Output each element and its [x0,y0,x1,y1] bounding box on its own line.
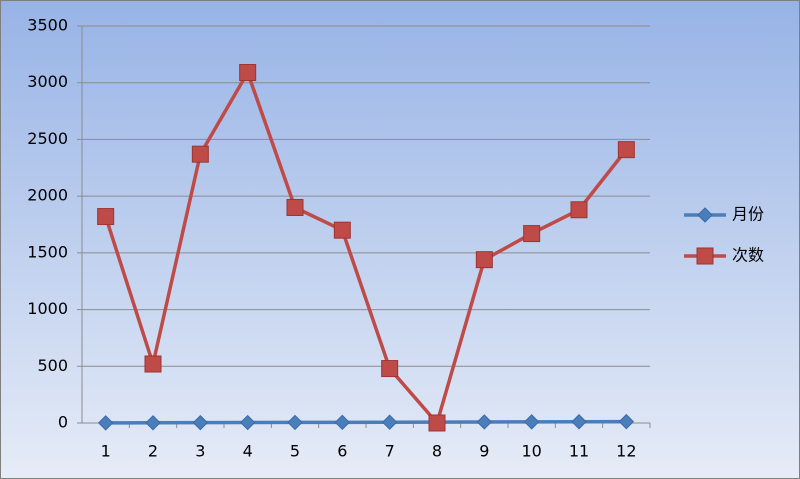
y-tick-label: 3500 [27,16,68,35]
x-tick-label: 10 [521,442,541,461]
x-tick-label: 7 [385,442,395,461]
x-tick-label: 9 [479,442,489,461]
data-point [618,413,635,430]
legend-marker [696,247,714,265]
data-point [571,414,587,430]
x-tick-label: 12 [616,442,636,461]
legend-label: 月份 [732,205,764,224]
data-point [191,145,209,163]
x-tick-label: 5 [290,442,300,461]
x-tick-label: 8 [432,442,442,461]
y-tick-label: 2000 [27,186,68,205]
data-point [239,414,256,431]
data-point [192,414,209,431]
data-point [333,221,351,239]
data-point [381,414,398,430]
x-tick-label: 4 [243,442,253,461]
y-tick-label: 1500 [27,242,68,261]
x-tick-label: 2 [148,442,158,461]
y-tick-label: 3000 [27,72,68,91]
data-point [570,201,588,219]
data-point [97,415,114,431]
x-tick-label: 3 [195,442,205,461]
x-tick-label: 11 [569,442,589,461]
data-point [617,141,635,159]
data-point [523,225,541,243]
data-point [475,251,493,269]
data-point [286,198,304,216]
y-tick-label: 500 [37,356,68,375]
y-tick-label: 1000 [27,299,68,318]
data-point [523,414,540,430]
data-point [334,414,351,431]
data-point [97,208,115,226]
data-point [287,414,303,431]
x-tick-label: 1 [101,442,111,461]
data-point [144,355,162,373]
data-point [476,414,493,430]
y-tick-label: 0 [58,413,68,432]
data-point [428,414,446,432]
legend-marker [697,207,713,223]
data-point [239,64,257,82]
legend-label: 次数 [732,246,764,265]
x-tick-label: 6 [337,442,347,461]
series-line [105,419,627,425]
data-point [145,415,161,431]
y-tick-label: 2500 [27,129,68,148]
data-point [381,360,399,378]
